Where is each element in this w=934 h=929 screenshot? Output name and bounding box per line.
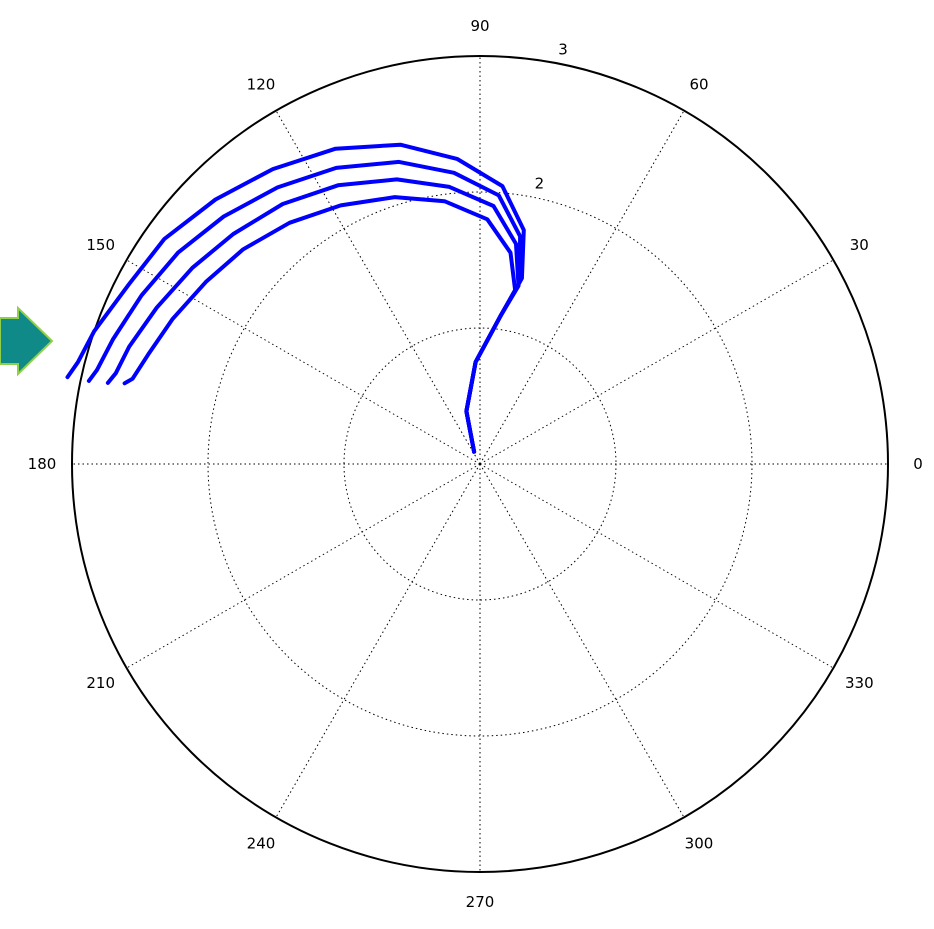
angle-spoke bbox=[479, 110, 685, 465]
polar-grid bbox=[71, 55, 889, 873]
angle-spoke bbox=[275, 463, 481, 818]
angle-spoke bbox=[479, 259, 834, 465]
angle-tick-label: 240 bbox=[247, 834, 276, 852]
angle-tick-label: 330 bbox=[845, 674, 874, 692]
right-arrow-icon bbox=[0, 305, 54, 377]
angle-tick-label: 120 bbox=[247, 76, 276, 94]
angle-spoke bbox=[126, 463, 481, 669]
angle-spoke bbox=[479, 463, 834, 669]
angle-tick-label: 150 bbox=[86, 236, 115, 254]
angle-spoke bbox=[275, 110, 481, 465]
angle-tick-label: 270 bbox=[466, 893, 495, 911]
angle-tick-label: 30 bbox=[850, 236, 869, 254]
curve-series-4 bbox=[122, 195, 518, 454]
angle-spoke bbox=[126, 259, 481, 465]
angle-tick-label: 300 bbox=[685, 834, 714, 852]
angle-tick-label: 210 bbox=[86, 674, 115, 692]
axis-label-group: 0 30 60 90 120 150 180 210 240 270 300 330 2 3 bbox=[28, 17, 923, 911]
angle-tick-label: 180 bbox=[28, 455, 57, 473]
angle-tick-label: 90 bbox=[470, 17, 489, 35]
radial-tick-label: 3 bbox=[558, 40, 568, 58]
angle-tick-label: 60 bbox=[689, 76, 708, 94]
radial-tick-label: 2 bbox=[535, 174, 545, 192]
curve-series-group bbox=[65, 142, 526, 454]
radial-ring bbox=[207, 191, 753, 737]
angle-tick-label: 0 bbox=[913, 455, 923, 473]
angle-spoke bbox=[479, 463, 685, 818]
